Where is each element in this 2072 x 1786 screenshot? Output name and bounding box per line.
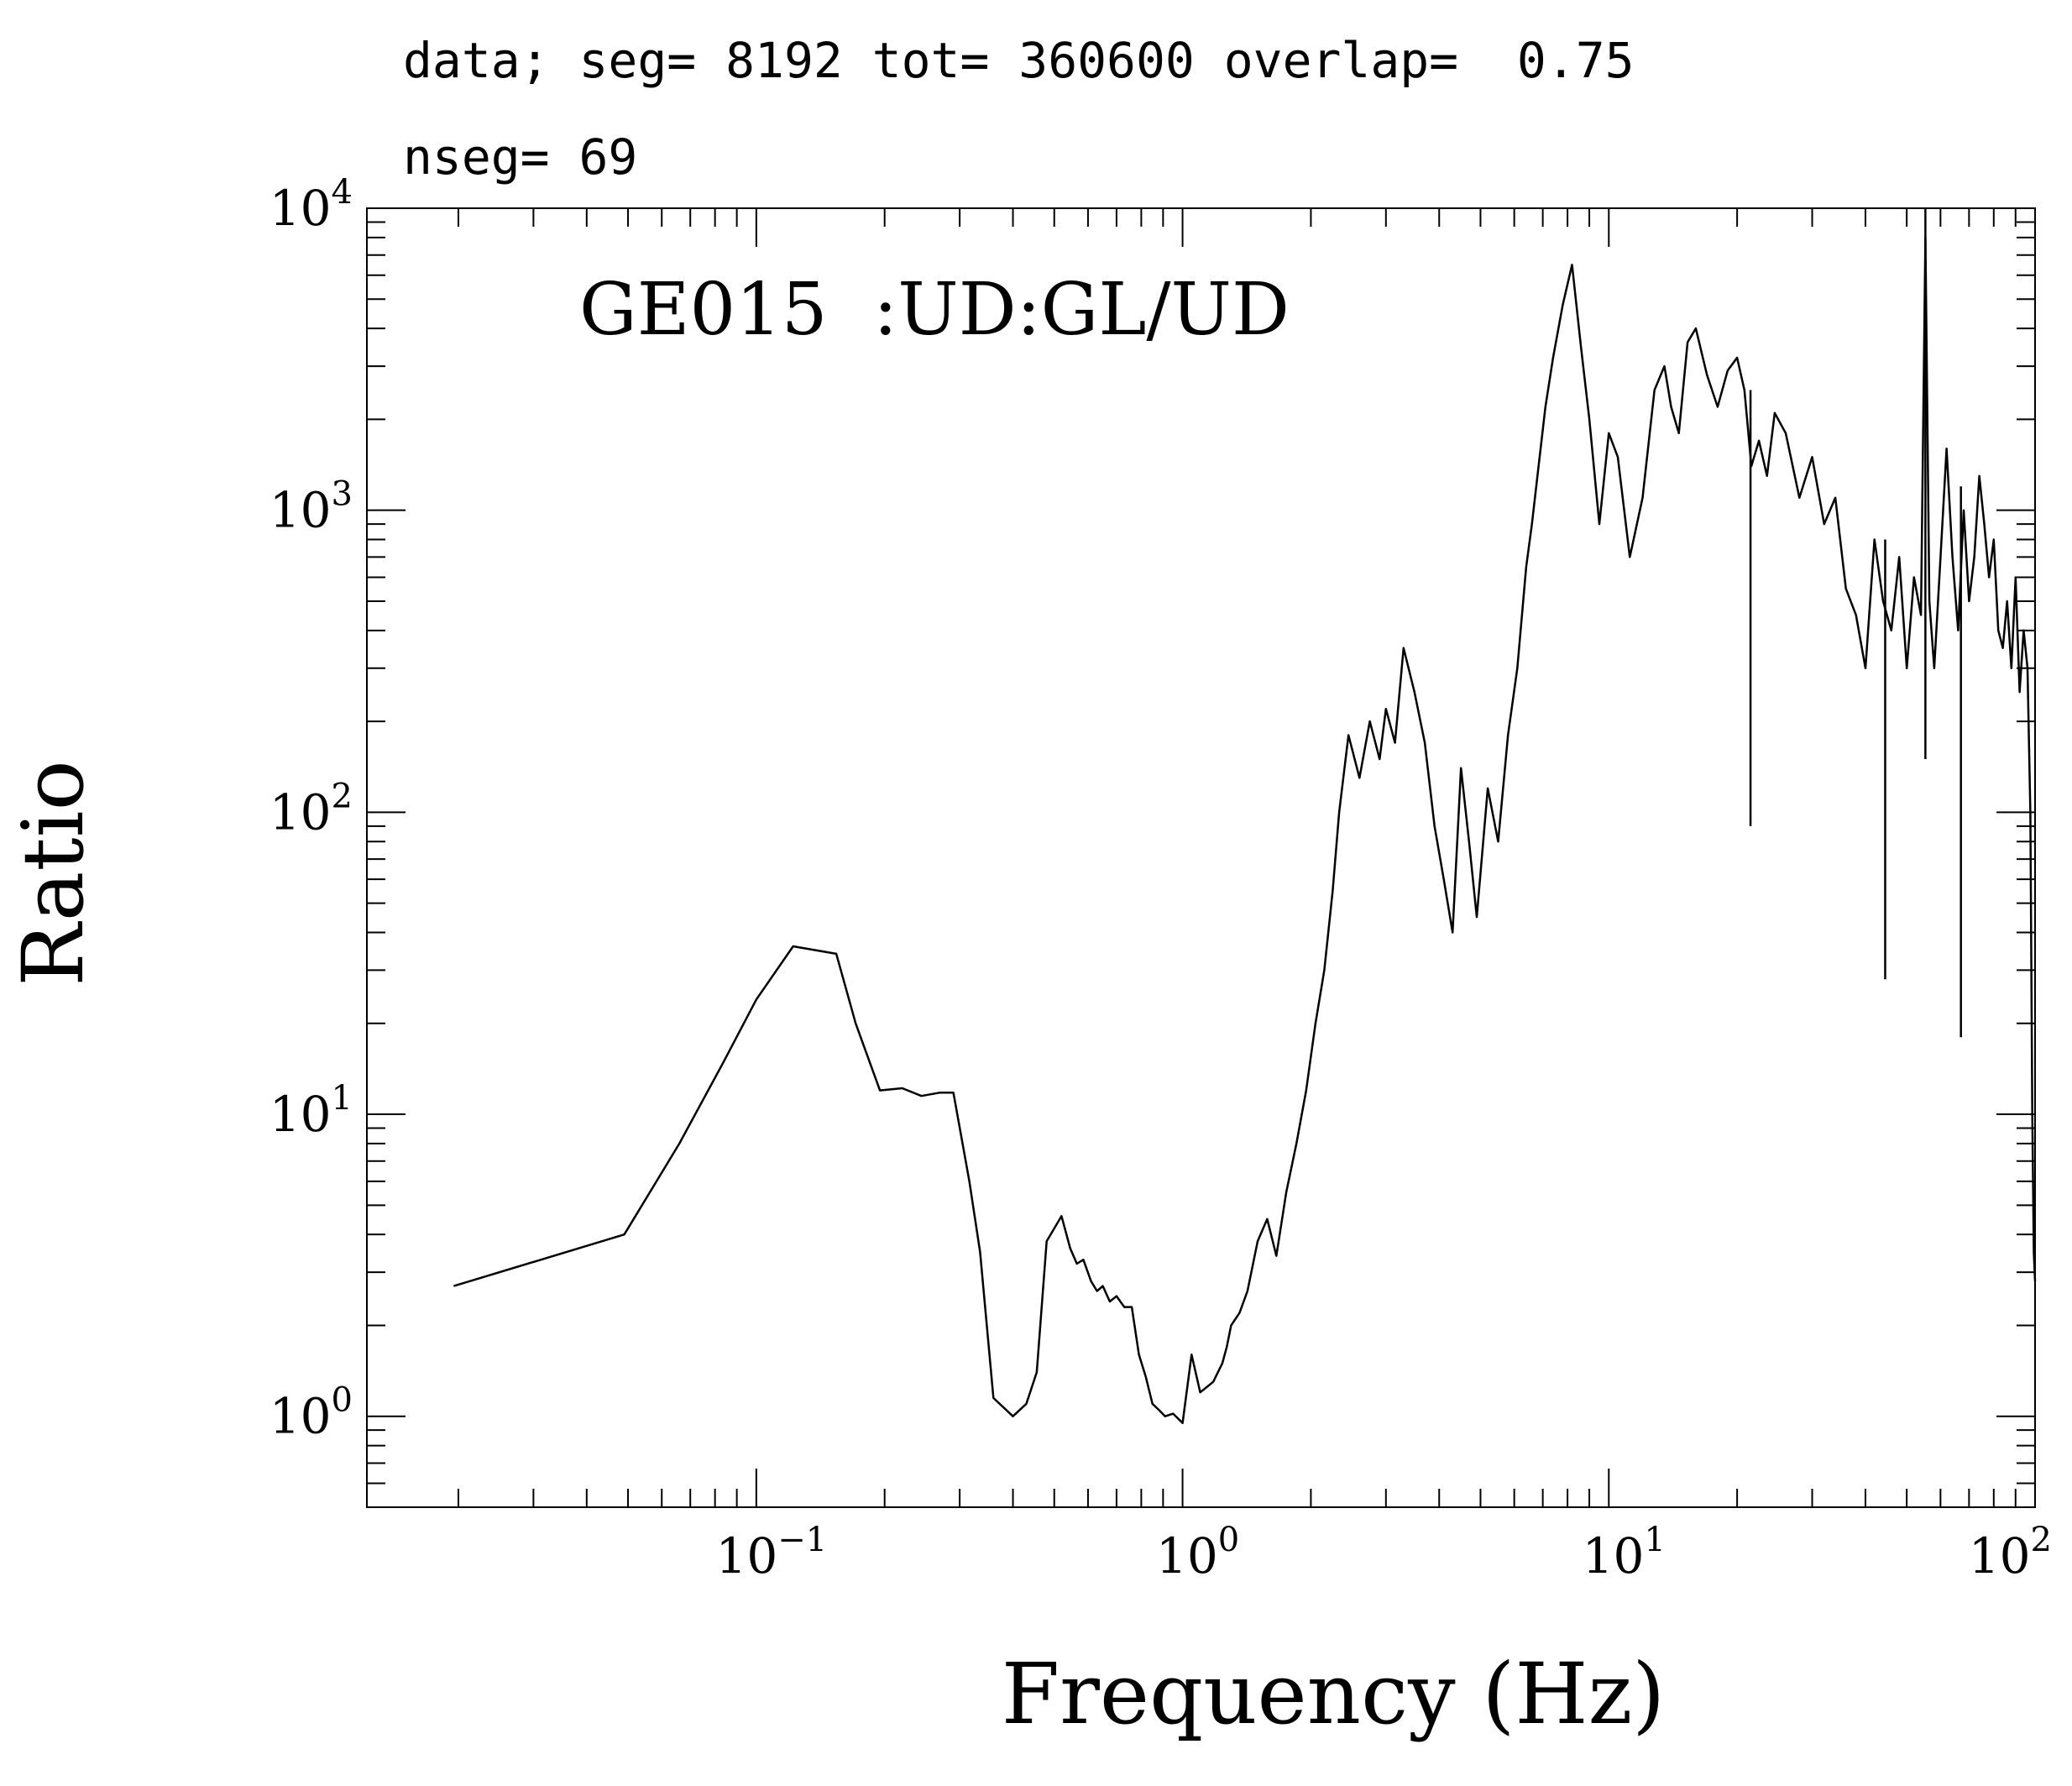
y-tick-label: 104 bbox=[269, 173, 353, 237]
x-tick-label: 101 bbox=[1583, 1521, 1666, 1584]
x-tick-label: 100 bbox=[1156, 1521, 1239, 1584]
header-line-2: nseg= 69 bbox=[403, 128, 637, 186]
y-axis-title: Ratio bbox=[4, 760, 102, 987]
x-axis-title: Frequency (Hz) bbox=[1002, 1645, 1666, 1743]
y-tick-label: 100 bbox=[269, 1381, 353, 1445]
y-tick-label: 102 bbox=[269, 777, 353, 841]
y-tick-label: 103 bbox=[269, 475, 353, 539]
x-tick-label: 102 bbox=[1969, 1521, 2052, 1584]
plot-annotation: GE015 :UD:GL/UD bbox=[579, 268, 1290, 352]
plot-frame bbox=[366, 207, 2036, 1508]
x-tick-label: 10−1 bbox=[715, 1521, 827, 1584]
header-line-1: data; seg= 8192 tot= 360600 overlap= 0.7… bbox=[403, 32, 1635, 89]
series-line bbox=[453, 236, 2037, 1424]
y-tick-label: 101 bbox=[269, 1079, 353, 1143]
